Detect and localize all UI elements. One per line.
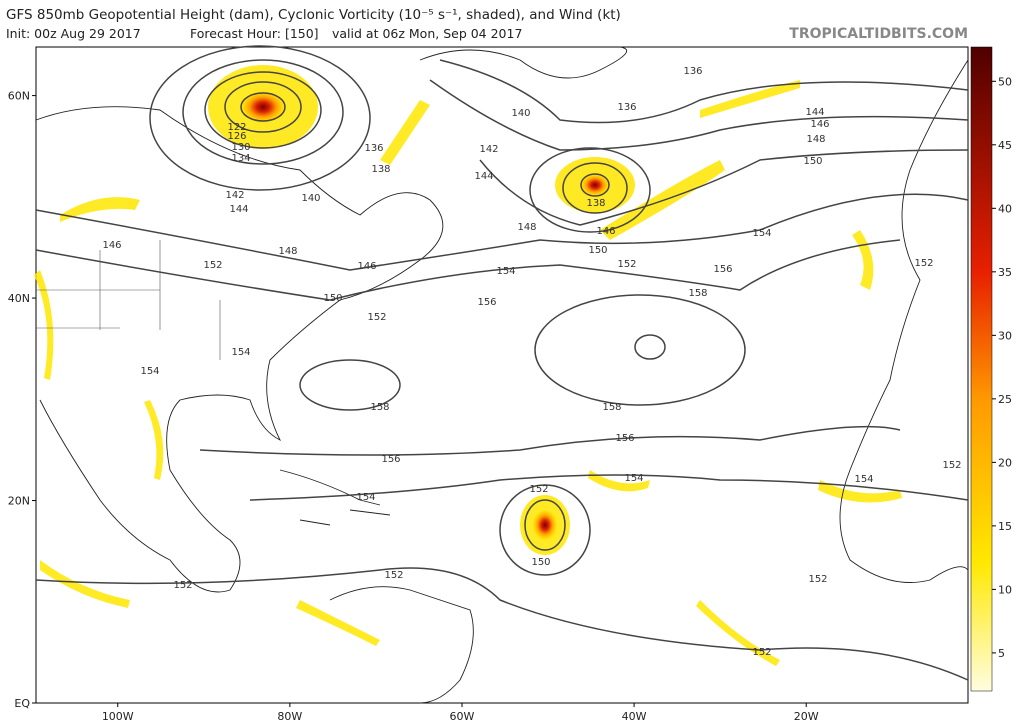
contour-label: 144 [474, 171, 493, 182]
contour-label: 130 [231, 142, 250, 153]
contour-label: 152 [173, 580, 192, 591]
contour-label: 144 [229, 204, 248, 215]
contour-label: 144 [805, 107, 824, 118]
contour-label: 154 [231, 347, 250, 358]
colorbar: 5 10 15 20 25 30 35 40 45 50 [970, 46, 1012, 692]
contour-label: 152 [384, 570, 403, 581]
contour-label: 136 [683, 66, 702, 77]
contour-label: 146 [596, 226, 615, 237]
contour-label: 152 [808, 574, 827, 585]
contour-label: 156 [713, 264, 732, 275]
contour-label: 148 [278, 246, 297, 257]
colorbar-label: 40 [998, 202, 1012, 215]
contour-label: 152 [752, 647, 771, 658]
contour-label: 140 [511, 108, 530, 119]
lon-label: 100W [102, 710, 134, 723]
contour-label: 136 [617, 102, 636, 113]
contour-label: 152 [367, 312, 386, 323]
site: TROPICALTIDBITS.COM [789, 26, 968, 42]
contour-label: 156 [615, 433, 634, 444]
contour-label: 150 [588, 245, 607, 256]
lat-label: 60N [8, 90, 30, 103]
lat-label: 40N [8, 292, 30, 305]
contour-label: 138 [371, 164, 390, 175]
contour-label: 138 [586, 198, 605, 209]
contour-label: 152 [529, 484, 548, 495]
contour-label: 150 [323, 293, 342, 304]
lat-label: 20N [8, 495, 30, 508]
contour-label: 156 [381, 454, 400, 465]
contour-label: 150 [803, 156, 822, 167]
init: Init: 00z Aug 29 2017 [6, 26, 141, 41]
contour-label: 154 [624, 473, 643, 484]
colorbar-label: 20 [998, 456, 1012, 469]
contour-label: 126 [227, 131, 246, 142]
contour-label: 136 [364, 143, 383, 154]
lon-label: 60W [450, 710, 475, 723]
colorbar-label: 25 [998, 393, 1012, 406]
height-contours [35, 45, 969, 681]
axes: 60N 40N 20N EQ 100W 80W 60W 40W 20W [8, 90, 819, 723]
lon-label: 20W [794, 710, 819, 723]
contour-label: 142 [479, 144, 498, 155]
contour-label: 146 [102, 240, 121, 251]
contour-label: 148 [806, 134, 825, 145]
lat-label: EQ [14, 697, 30, 710]
contour-label: 154 [140, 366, 159, 377]
contour-label: 148 [517, 222, 536, 233]
contour-label: 146 [810, 119, 829, 130]
contour-label: 154 [496, 266, 515, 277]
colorbar-label: 15 [998, 520, 1012, 533]
contour-label: 122 [227, 122, 246, 133]
valid-time: valid at 06z Mon, Sep 04 2017 [332, 26, 522, 41]
colorbar-label: 10 [998, 583, 1012, 596]
colorbar-label: 5 [998, 647, 1005, 660]
contour-label: 152 [203, 260, 222, 271]
colorbar-label: 45 [998, 139, 1012, 152]
colorbar-label: 35 [998, 266, 1012, 279]
colorbar-label: 30 [998, 329, 1012, 342]
contour-label: 156 [477, 297, 496, 308]
contour-label: 154 [752, 228, 771, 239]
forecast-hour: Forecast Hour: [150] [190, 26, 319, 41]
coastlines [35, 46, 969, 704]
contour-label: 158 [370, 402, 389, 413]
colorbar-label: 50 [998, 75, 1012, 88]
contour-label: 154 [356, 492, 375, 503]
contour-label: 158 [602, 402, 621, 413]
contour-label: 152 [942, 460, 961, 471]
contour-label: 158 [688, 288, 707, 299]
contour-label: 150 [531, 557, 550, 568]
contour-label: 146 [357, 261, 376, 272]
contour-label: 152 [914, 258, 933, 269]
contour-label: 154 [854, 474, 873, 485]
title: GFS 850mb Geopotential Height (dam), Cyc… [6, 7, 621, 23]
contour-label: 134 [231, 153, 250, 164]
contour-label: 152 [617, 259, 636, 270]
colorbar-scale [970, 46, 993, 692]
lon-label: 40W [622, 710, 647, 723]
lon-label: 80W [277, 710, 302, 723]
contour-label: 142 [225, 190, 244, 201]
contour-label: 140 [301, 193, 320, 204]
